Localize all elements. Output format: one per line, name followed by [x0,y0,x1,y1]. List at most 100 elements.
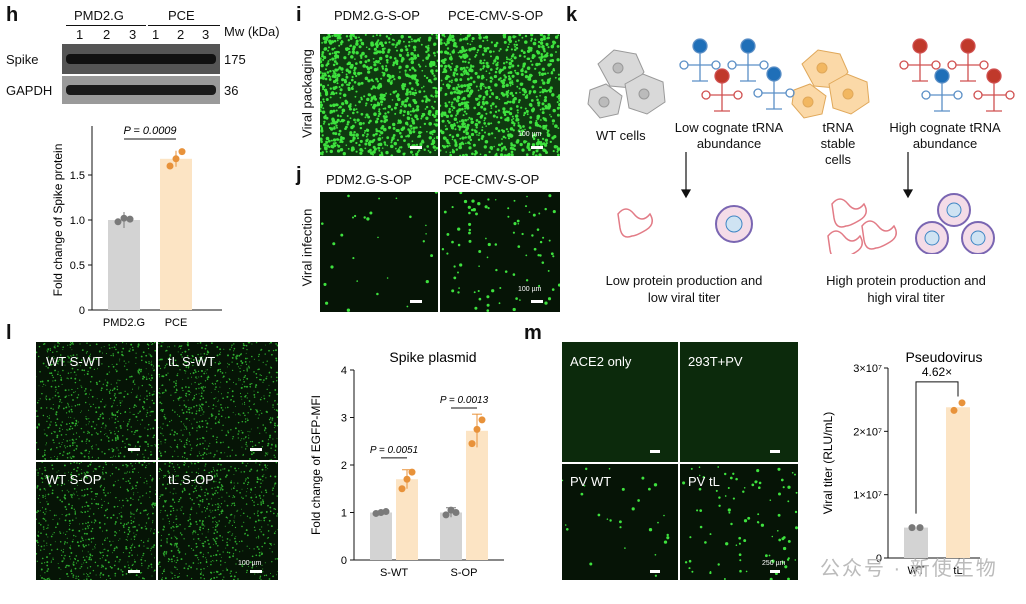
micrograph-j-1 [320,192,438,312]
trna-low-icon [679,38,795,112]
image-title-l-4: tL S-OP [168,472,214,487]
arrow-high-icon [902,152,914,199]
scalebar-label-l: 100 µm [238,560,262,567]
bar [440,512,462,560]
micrograph-i-1 [320,34,438,156]
scalebar-label-j: 100 µm [518,286,542,293]
scalebar-l-3 [128,570,140,573]
blot-group-pce: PCE [168,8,195,23]
fold-change-bracket [915,381,959,514]
scalebar-j [531,300,543,303]
protein-high-icon [827,198,897,254]
data-point [382,508,390,516]
caption-high-production: High protein production and high viral t… [826,273,986,305]
blot-group-pmd2g: PMD2.G [74,8,124,23]
scalebar-l-1 [128,448,140,451]
y-tick-label: 3×10⁷ [853,363,882,375]
data-point [126,215,134,223]
trna-stable-cells-icon [791,49,870,119]
scalebar-l-4 [250,570,262,573]
bar [370,512,392,560]
schematic-k [587,38,1015,254]
micrograph-i-2: 100 µm [440,34,560,156]
fold-change-label: 4.62× [922,365,952,379]
panel-label-l: l [6,322,12,344]
y-tick-label: 1×10⁷ [853,490,882,502]
p-value: P = 0.0013 [440,395,489,406]
virus-high-icon [915,193,995,254]
image-title-m-3: PV WT [570,474,612,489]
scalebar-m-2 [770,450,780,453]
panel-label-h: h [6,4,19,26]
caption-low-trna: Low cognate tRNA abundance [674,120,784,151]
scalebar-label-i: 100 µm [518,131,542,138]
y-tick-label: 3 [341,413,347,425]
caption-low-production: Low protein production and low viral tit… [605,273,763,305]
blot-mw-gapdh: 36 [224,83,239,98]
image-title-m-2: 293T+PV [688,354,743,369]
blot-lane-4: 1 [152,27,160,42]
data-point [442,511,450,519]
y-axis-label: Fold change of Spike protein [51,144,65,297]
data-point [950,406,958,414]
arrow-low-icon [680,152,692,199]
micrograph-l-3: WT S-OP [36,462,156,580]
micrograph-j-2: 100 µm [440,192,560,312]
trna-high-icon [899,38,1015,112]
y-tick-label: 0.5 [70,260,85,272]
caption-high-trna: High cognate tRNA abundance [889,120,1001,151]
x-tick-label: WT [907,565,924,577]
micrograph-l-1: WT S-WT [36,342,156,460]
blot-image-gapdh [62,76,220,104]
y-tick-label: 2 [341,460,347,472]
chart-m: Pseudovirus 0 1×10⁷ 2×10⁷ 3×10⁷ WT tL 4.62× Vira… [821,349,983,577]
blot-row-spike: Spike [6,52,39,67]
data-point [408,468,416,476]
scalebar-m-3 [650,570,660,573]
data-point [178,148,186,156]
x-tick-label: tL [953,565,962,577]
image-title-i-1: PDM2.G-S-OP [334,8,420,23]
caption-trna-stable: tRNA stable cells [820,120,856,167]
scalebar-i [531,146,543,149]
blot-lane-3: 3 [129,27,137,42]
blot-lane-5: 2 [177,27,185,42]
micrograph-l-4: tL S-OP 100 µm [158,462,278,580]
blot-group-line-pce [148,25,220,26]
data-point [916,524,924,532]
p-value: P = 0.0009 [123,125,176,137]
blot-mw-spike: 175 [224,52,246,67]
micrograph-m-1: ACE2 only [562,342,678,462]
panel-label-m: m [524,322,542,344]
bar [108,220,140,310]
micrograph-m-3: PV WT [562,464,678,580]
y-tick-label: 1.5 [70,170,85,182]
x-tick-label: S-OP [451,567,478,579]
blot-image-spike [62,44,220,74]
panel-label-j: j [296,164,302,186]
row-label-viral-packaging: Viral packaging [299,49,315,138]
image-title-m-1: ACE2 only [570,354,632,369]
scalebar-label-m: 250 µm [762,560,786,567]
image-title-j-1: PDM2.G-S-OP [326,172,412,187]
y-axis-label: Viral titer (RLU/mL) [821,412,835,514]
row-label-viral-infection: Viral infection [299,208,315,287]
chart-title: Pseudovirus [905,349,982,365]
bar [946,407,970,558]
bar [396,479,418,560]
scalebar-j-1 [410,300,422,303]
wt-cells-icon [587,49,666,119]
data-point [958,399,966,407]
micrograph-m-2: 293T+PV [680,342,798,462]
data-point [468,440,476,448]
blot-row-gapdh: GAPDH [6,83,53,98]
y-tick-label: 0 [341,555,347,567]
x-tick-label: S-WT [380,567,408,579]
micrograph-m-4: PV tL 250 µm [680,464,798,580]
protein-low-icon [617,208,653,238]
scalebar-m-1 [650,450,660,453]
y-tick-label: 0 [79,305,85,317]
scalebar-i-1 [410,146,422,149]
image-title-i-2: PCE-CMV-S-OP [448,8,544,23]
bar [904,527,928,558]
